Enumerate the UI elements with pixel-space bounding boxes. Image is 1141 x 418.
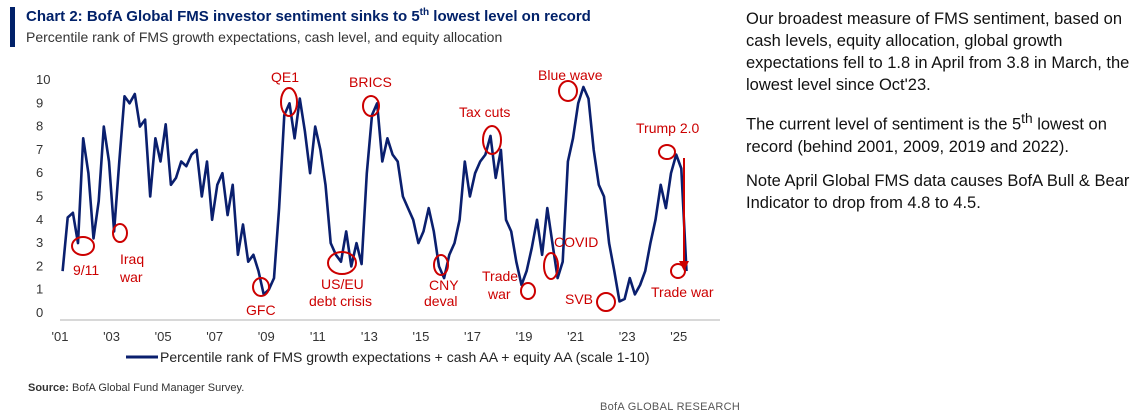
- x-tick-label: '03: [103, 329, 120, 344]
- annotation-cny: CNY: [429, 277, 459, 293]
- sentiment-line-chart: 0 1 2 3 4 5 6 7 8 9 10 '01 '03 '05 '07 '09 '11 '13 '15 '17…: [36, 67, 720, 365]
- annotation-tax-cuts: Tax cuts: [459, 104, 510, 120]
- annotation-circle-911: [71, 236, 95, 256]
- x-tick-label: '13: [361, 329, 378, 344]
- annotation-circle-iraq: [112, 223, 128, 243]
- annotation-iraq: Iraq: [120, 251, 144, 267]
- y-tick-label: 7: [36, 142, 43, 157]
- annotation-circle-cny: [433, 254, 449, 276]
- annotation-circle-svb: [596, 292, 616, 312]
- x-tick-label: '11: [310, 329, 326, 344]
- y-tick-label: 6: [36, 165, 43, 180]
- annotation-useu: US/EU: [321, 276, 364, 292]
- annotation-arrow-head: [679, 261, 689, 271]
- chart-subtitle: Percentile rank of FMS growth expectatio…: [26, 29, 503, 45]
- y-tick-label: 1: [36, 282, 43, 297]
- annotation-circle-gfc: [252, 277, 270, 297]
- y-tick-label: 10: [36, 72, 50, 87]
- x-tick-label: '21: [567, 329, 584, 344]
- annotation-circle-tradewar2: [670, 263, 686, 279]
- title-accent-bar: [10, 7, 15, 47]
- source-note: Source: BofA Global Fund Manager Survey.: [28, 382, 244, 394]
- commentary-paragraph-1: Our broadest measure of FMS sentiment, b…: [746, 10, 1130, 94]
- annotation-trade-war-2: Trade war: [651, 284, 714, 300]
- x-tick-label: '25: [670, 329, 687, 344]
- y-axis-ticks: 0 1 2 3 4 5 6 7 8 9 10: [36, 72, 50, 320]
- commentary-2-post: lowest on record (behind 2001, 2009, 201…: [746, 115, 1107, 156]
- y-tick-label: 4: [36, 212, 43, 227]
- annotations-group: 9/11 Iraq war GFC QE1 US/EU debt crisis …: [71, 67, 714, 318]
- x-tick-label: '15: [412, 329, 429, 344]
- chart-title-suffix: lowest level on record: [429, 8, 591, 25]
- y-tick-label: 9: [36, 95, 43, 110]
- commentary-paragraph-3: Note April Global FMS data causes BofA B…: [746, 171, 1130, 212]
- annotation-circle-qe1: [280, 87, 298, 117]
- annotation-debt-crisis: debt crisis: [309, 293, 372, 309]
- annotation-trump-2: Trump 2.0: [636, 120, 699, 136]
- annotation-circle-covid: [543, 252, 559, 280]
- x-tick-label: '07: [206, 329, 223, 344]
- annotation-circle-brics: [362, 95, 380, 117]
- source-label: Source:: [28, 382, 69, 394]
- source-text: BofA Global Fund Manager Survey.: [68, 382, 245, 394]
- x-tick-label: '19: [516, 329, 533, 344]
- y-tick-label: 3: [36, 235, 43, 250]
- x-tick-label: '17: [464, 329, 481, 344]
- commentary-2-sup: th: [1021, 111, 1033, 126]
- annotation-circle-tradewar1: [520, 282, 536, 300]
- chart-title-sup: th: [419, 7, 430, 18]
- series-line: [61, 85, 688, 303]
- annotation-trade: Trade: [482, 268, 518, 284]
- commentary-2-pre: The current level of sentiment is the 5: [746, 115, 1022, 134]
- annotation-gfc: GFC: [246, 302, 276, 318]
- annotation-trade-war-1: war: [487, 286, 511, 302]
- annotation-svb: SVB: [565, 291, 593, 307]
- series-group: [61, 85, 688, 303]
- commentary-panel: Our broadest measure of FMS sentiment, b…: [746, 8, 1136, 226]
- annotation-qe1: QE1: [271, 69, 299, 85]
- annotation-covid: COVID: [554, 234, 598, 250]
- annotation-deval: deval: [424, 293, 457, 309]
- annotation-circle-bluewave: [558, 80, 578, 102]
- y-tick-label: 2: [36, 258, 43, 273]
- annotation-911: 9/11: [73, 262, 99, 278]
- brand-footer: BofA GLOBAL RESEARCH: [600, 401, 741, 413]
- y-tick-label: 5: [36, 189, 43, 204]
- legend-label: Percentile rank of FMS growth expectatio…: [160, 349, 649, 365]
- annotation-iraq-war: war: [119, 269, 143, 285]
- x-axis-ticks: '01 '03 '05 '07 '09 '11 '13 '15 '17 '19 '21 '23 '25: [52, 329, 688, 344]
- annotation-brics: BRICS: [349, 74, 392, 90]
- y-tick-label: 8: [36, 119, 43, 134]
- chart-title-prefix: Chart 2: BofA Global FMS investor sentim…: [26, 8, 420, 25]
- chart-title: Chart 2: BofA Global FMS investor sentim…: [26, 7, 591, 25]
- x-tick-label: '05: [155, 329, 172, 344]
- x-tick-label: '01: [52, 329, 69, 344]
- commentary-paragraph-2: The current level of sentiment is the 5t…: [746, 108, 1136, 158]
- x-tick-label: '09: [258, 329, 275, 344]
- y-tick-label: 0: [36, 305, 43, 320]
- annotation-circle-useu: [327, 251, 357, 275]
- x-tick-label: '23: [619, 329, 636, 344]
- annotation-circle-trump: [658, 144, 676, 160]
- annotation-blue-wave: Blue wave: [538, 67, 603, 83]
- annotation-circle-taxcuts: [482, 125, 502, 155]
